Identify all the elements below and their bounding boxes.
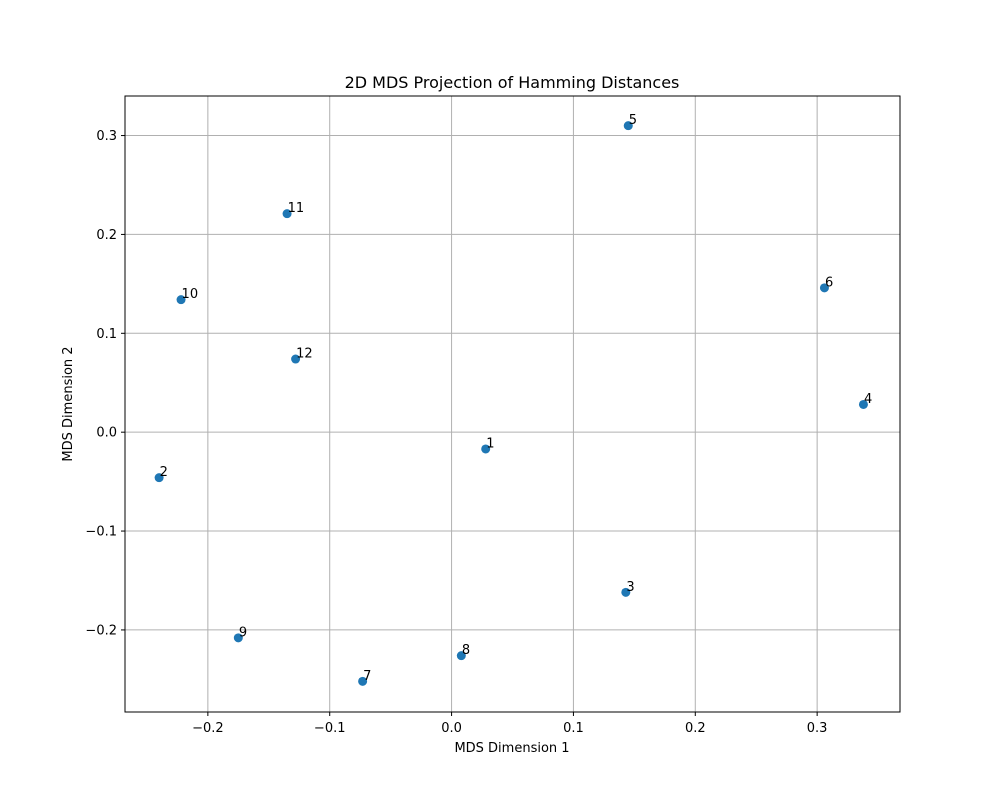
point-label: 2 <box>160 465 168 480</box>
y-tick-label: 0.3 <box>96 129 117 144</box>
data-point <box>819 283 829 293</box>
point-label: 8 <box>462 643 470 658</box>
point-label: 6 <box>825 275 833 290</box>
y-tick-label: −0.2 <box>85 623 117 638</box>
x-tick-label: 0.0 <box>441 721 462 736</box>
point-label: 12 <box>296 347 313 362</box>
x-tick-label: 0.2 <box>685 721 706 736</box>
point-label: 1 <box>486 436 494 451</box>
point-label: 5 <box>629 113 637 128</box>
data-point <box>858 399 868 409</box>
data-point <box>481 444 491 454</box>
point-label: 3 <box>626 580 634 595</box>
chart-title: 2D MDS Projection of Hamming Distances <box>345 73 680 92</box>
data-point <box>291 354 301 364</box>
point-label: 7 <box>363 669 371 684</box>
point-label: 9 <box>239 625 247 640</box>
data-point <box>233 633 243 643</box>
x-axis-label: MDS Dimension 1 <box>454 741 569 756</box>
data-point <box>621 587 631 597</box>
x-tick-label: −0.2 <box>192 721 224 736</box>
y-tick-label: 0.2 <box>96 228 117 243</box>
y-tick-label: 0.1 <box>96 327 117 342</box>
y-tick-label: 0.0 <box>96 426 117 441</box>
data-point <box>456 651 466 661</box>
x-tick-label: −0.1 <box>314 721 346 736</box>
y-axis-label: MDS Dimension 2 <box>61 346 76 461</box>
data-point <box>154 473 164 483</box>
grid <box>125 96 900 712</box>
point-label: 10 <box>182 287 199 302</box>
x-tick-label: 0.3 <box>807 721 828 736</box>
plot-frame <box>124 95 901 713</box>
data-point <box>623 121 633 131</box>
data-point <box>282 209 292 219</box>
point-label: 11 <box>288 201 305 216</box>
data-point <box>176 295 186 305</box>
axis-ticks: −0.2 −0.1 0.0 0.1 0.2 0.3 −0.2 −0.1 0.0 0.1 0.2 0.3 <box>85 129 827 736</box>
data-point <box>358 676 368 686</box>
x-tick-label: 0.1 <box>563 721 584 736</box>
y-tick-label: −0.1 <box>85 525 117 540</box>
point-label: 4 <box>864 392 872 407</box>
